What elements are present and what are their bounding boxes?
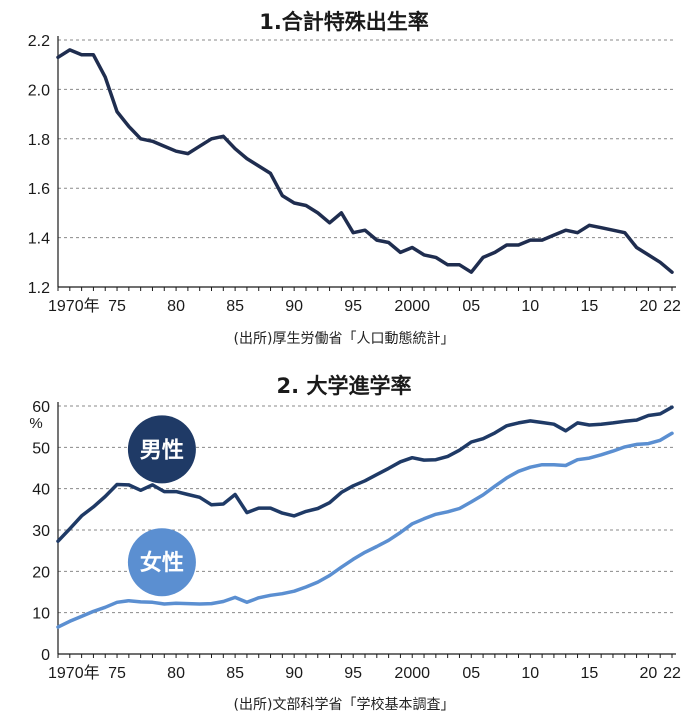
x-tick-label: 2000	[394, 298, 430, 315]
y-axis-unit-label: %	[29, 415, 42, 432]
x-tick-label: 22	[663, 665, 681, 682]
series-line-1	[56, 431, 674, 629]
x-tick-label: 85	[226, 665, 244, 682]
y-tick-label: 1.2	[28, 280, 50, 297]
x-tick-label: 75	[108, 665, 126, 682]
chart2-source: (出所)文部科学省「学校基本調査」	[233, 697, 455, 713]
chart1-source: (出所)厚生労働省「人口動態統計」	[233, 331, 455, 347]
x-tick-label: 90	[285, 298, 303, 315]
x-tick-label: 15	[580, 665, 598, 682]
y-tick-label: 50	[32, 440, 50, 457]
y-tick-label: 2.0	[28, 82, 50, 99]
legend-badge	[127, 415, 196, 484]
y-tick-label: 60	[32, 399, 50, 416]
legend-label: 女性	[140, 550, 184, 576]
legend-label: 男性	[140, 438, 184, 463]
chart2-title: 2. 大学進学率	[276, 374, 412, 398]
x-tick-label: 05	[462, 298, 480, 315]
y-tick-label: 10	[32, 606, 50, 623]
x-tick-label: 95	[344, 665, 362, 682]
x-tick-label: 1970年	[48, 664, 100, 682]
x-tick-label: 80	[167, 665, 185, 682]
x-tick-label: 20	[639, 298, 657, 315]
series-line-main	[56, 48, 674, 274]
y-tick-label: 0	[41, 647, 50, 664]
chart1-fertility-rate: 1.2 1.4 1.6 1.8 2.0 2.2 1970年 75 80 85 90 95 2000 05 1…	[28, 33, 681, 315]
y-tick-label: 2.2	[28, 33, 50, 50]
x-tick-label: 15	[580, 298, 598, 315]
x-tick-label: 75	[108, 298, 126, 315]
y-tick-label: 20	[32, 564, 50, 581]
x-tick-label: 90	[285, 665, 303, 682]
x-tick-label: 20	[639, 665, 657, 682]
y-tick-label: 1.8	[28, 132, 50, 149]
y-tick-label: 1.4	[28, 231, 50, 248]
x-tick-label: 1970年	[48, 297, 100, 315]
legend-badge	[127, 528, 196, 597]
x-tick-label: 95	[344, 298, 362, 315]
y-tick-label: 1.6	[28, 181, 50, 198]
x-tick-label: 2000	[394, 665, 430, 682]
y-tick-label: 40	[32, 482, 50, 499]
x-tick-label: 80	[167, 298, 185, 315]
chart1-title: 1.合計特殊出生率	[259, 10, 429, 34]
y-tick-label: 30	[32, 523, 50, 540]
x-tick-label: 05	[462, 665, 480, 682]
x-tick-label: 10	[521, 298, 539, 315]
x-tick-label: 85	[226, 298, 244, 315]
series-line-0	[56, 405, 674, 543]
x-tick-label: 22	[663, 298, 681, 315]
x-tick-label: 10	[521, 665, 539, 682]
